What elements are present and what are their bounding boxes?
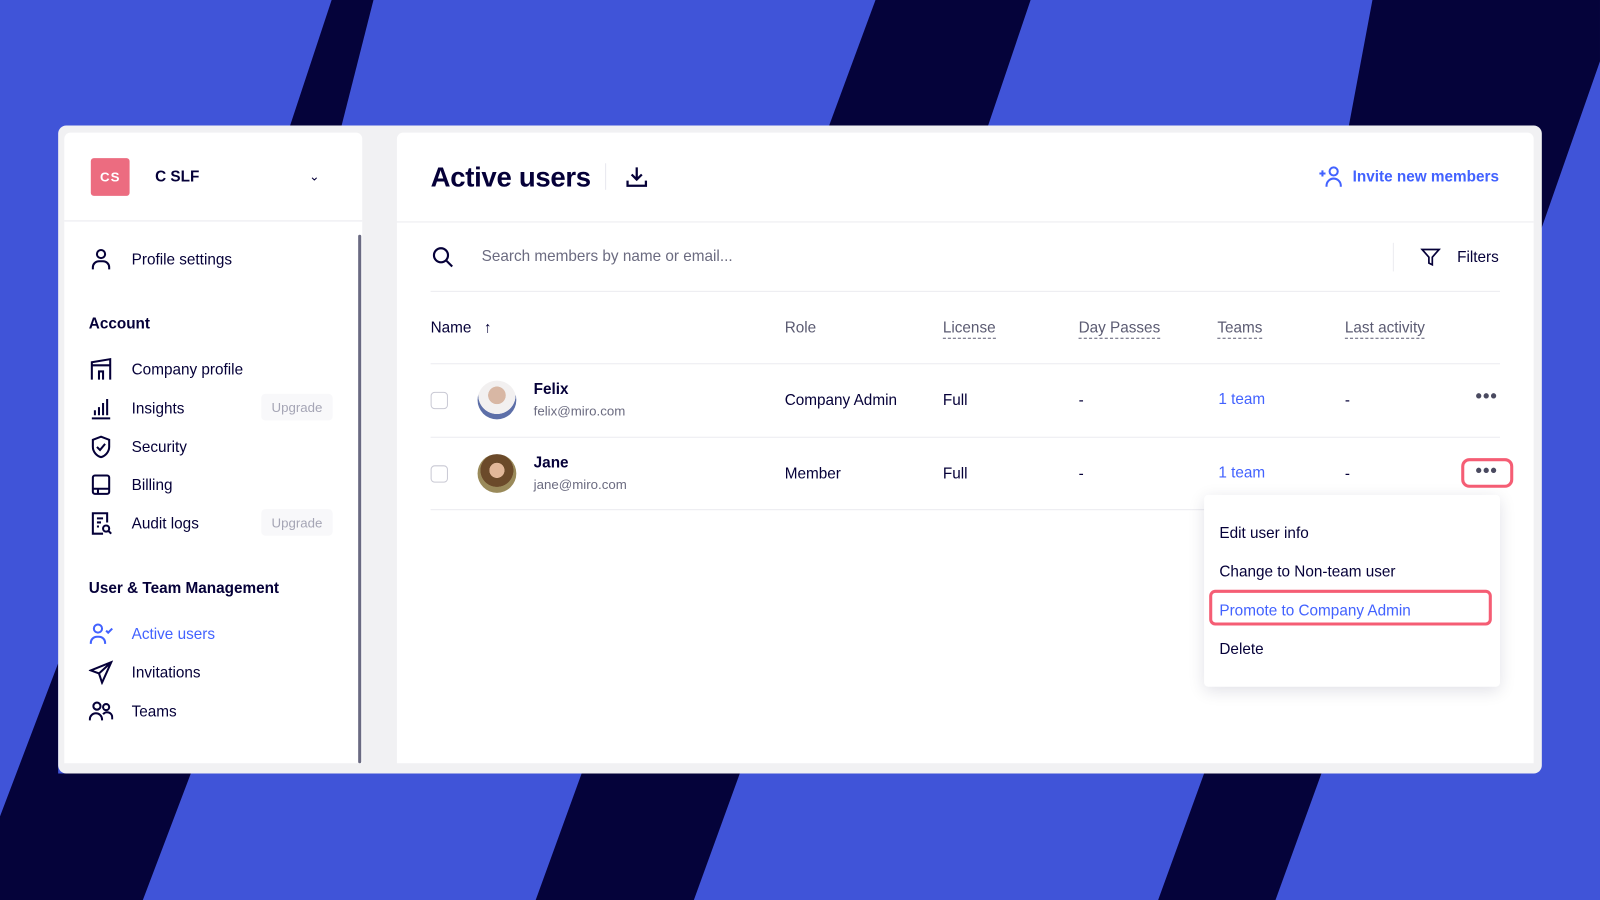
user-day-passes: -	[1078, 465, 1084, 483]
sidebar-item-label: Billing	[131, 476, 173, 494]
divider	[430, 436, 1500, 438]
user-icon	[91, 248, 111, 270]
sidebar-item-profile-settings[interactable]: Profile settings	[89, 244, 334, 275]
menu-item-change-to-non-team-user[interactable]: Change to Non-team user	[1219, 563, 1396, 581]
highlight-box	[1461, 458, 1514, 488]
avatar	[477, 454, 517, 493]
sidebar-item-label: Invitations	[131, 663, 201, 682]
sidebar-item-label: Active users	[131, 624, 216, 643]
user-check-icon	[89, 623, 113, 644]
menu-item-promote-to-company-admin[interactable]: Promote to Company Admin	[1219, 602, 1411, 620]
user-name: Felix	[533, 380, 569, 398]
user-teams-link[interactable]: 1 team	[1218, 390, 1266, 409]
building-icon	[90, 357, 112, 380]
sidebar-item-active-users[interactable]: Active users	[89, 618, 334, 649]
sidebar-item-security[interactable]: Security	[89, 432, 334, 463]
paper-plane-icon	[88, 660, 114, 685]
add-user-icon	[1318, 166, 1342, 187]
page-title: Active users	[430, 162, 592, 193]
divider	[430, 363, 1500, 365]
download-icon[interactable]	[624, 164, 648, 188]
row-checkbox[interactable]	[430, 465, 448, 483]
sidebar-item-insights[interactable]: Insights	[89, 393, 334, 424]
column-label: Name	[430, 319, 472, 337]
sort-arrow-up-icon: ↑	[483, 319, 492, 337]
divider	[605, 163, 607, 190]
divider	[1392, 242, 1394, 272]
filter-icon	[1420, 248, 1441, 267]
sidebar-item-audit-logs[interactable]: Audit logs	[89, 508, 334, 539]
more-options-icon[interactable]: •••	[1475, 460, 1498, 481]
user-email: felix@miro.com	[533, 403, 626, 419]
main-panel: Active users Invite new members Search m…	[396, 132, 1534, 764]
sidebar-item-label: Audit logs	[131, 514, 199, 533]
audit-log-icon	[91, 512, 112, 535]
sidebar-item-company-profile[interactable]: Company profile	[89, 354, 334, 385]
sidebar-item-label: Company profile	[131, 360, 244, 379]
sidebar-item-billing[interactable]: Billing	[89, 469, 334, 500]
column-header-role: Role	[784, 319, 817, 337]
section-heading-user-team-management: User & Team Management	[88, 579, 280, 597]
user-role: Company Admin	[784, 391, 897, 410]
user-role: Member	[784, 465, 841, 483]
user-last-activity: -	[1344, 391, 1350, 410]
sidebar-item-label: Insights	[131, 399, 185, 417]
user-teams-link[interactable]: 1 team	[1218, 464, 1266, 482]
org-avatar: CS	[90, 158, 130, 196]
column-header-last-activity[interactable]: Last activity	[1344, 319, 1425, 339]
sidebar-item-teams[interactable]: Teams	[88, 696, 334, 727]
billing-icon	[91, 474, 111, 495]
column-header-license[interactable]: License	[942, 319, 996, 339]
upgrade-badge[interactable]: Upgrade	[261, 509, 333, 536]
more-options-icon[interactable]: •••	[1475, 385, 1498, 407]
sidebar-item-label: Security	[131, 438, 187, 456]
row-checkbox[interactable]	[430, 391, 448, 410]
bar-chart-icon	[91, 398, 111, 420]
menu-item-edit-user-info[interactable]: Edit user info	[1219, 524, 1309, 542]
filters-label: Filters	[1457, 248, 1499, 266]
user-email: jane@miro.com	[533, 476, 627, 492]
search-icon	[432, 247, 453, 268]
user-last-activity: -	[1344, 465, 1350, 483]
column-header-day-passes[interactable]: Day Passes	[1078, 319, 1161, 339]
chevron-down-icon[interactable]: ⌄	[309, 169, 320, 184]
upgrade-badge[interactable]: Upgrade	[261, 393, 333, 421]
divider	[396, 221, 1534, 223]
user-license: Full	[942, 465, 968, 483]
section-heading-account: Account	[88, 315, 150, 333]
shield-icon	[91, 435, 111, 459]
sidebar-item-label: Teams	[131, 702, 177, 720]
sidebar: CS C SLF ⌄ Profile settings Account Comp…	[64, 132, 363, 764]
column-header-teams[interactable]: Teams	[1217, 319, 1263, 339]
user-license: Full	[942, 391, 968, 410]
sidebar-item-label: Profile settings	[131, 250, 233, 268]
divider	[64, 220, 363, 222]
divider	[430, 509, 1500, 511]
invite-new-members-button[interactable]: Invite new members	[1318, 165, 1499, 187]
avatar	[477, 380, 517, 420]
sidebar-item-invitations[interactable]: Invitations	[88, 657, 334, 688]
user-name: Jane	[533, 454, 569, 472]
highlight-box	[1209, 589, 1492, 626]
users-icon	[88, 701, 114, 721]
filters-button[interactable]: Filters	[1420, 247, 1499, 267]
org-name[interactable]: C SLF	[155, 168, 200, 186]
divider	[430, 290, 1500, 292]
invite-label: Invite new members	[1352, 167, 1499, 186]
column-header-name[interactable]: Name ↑	[431, 319, 492, 336]
user-day-passes: -	[1078, 391, 1084, 410]
row-actions-menu: Edit user info Change to Non-team user P…	[1204, 494, 1500, 687]
scrollbar[interactable]	[358, 234, 362, 764]
search-input[interactable]: Search members by name or email...	[481, 247, 733, 266]
menu-item-delete[interactable]: Delete	[1219, 640, 1264, 659]
